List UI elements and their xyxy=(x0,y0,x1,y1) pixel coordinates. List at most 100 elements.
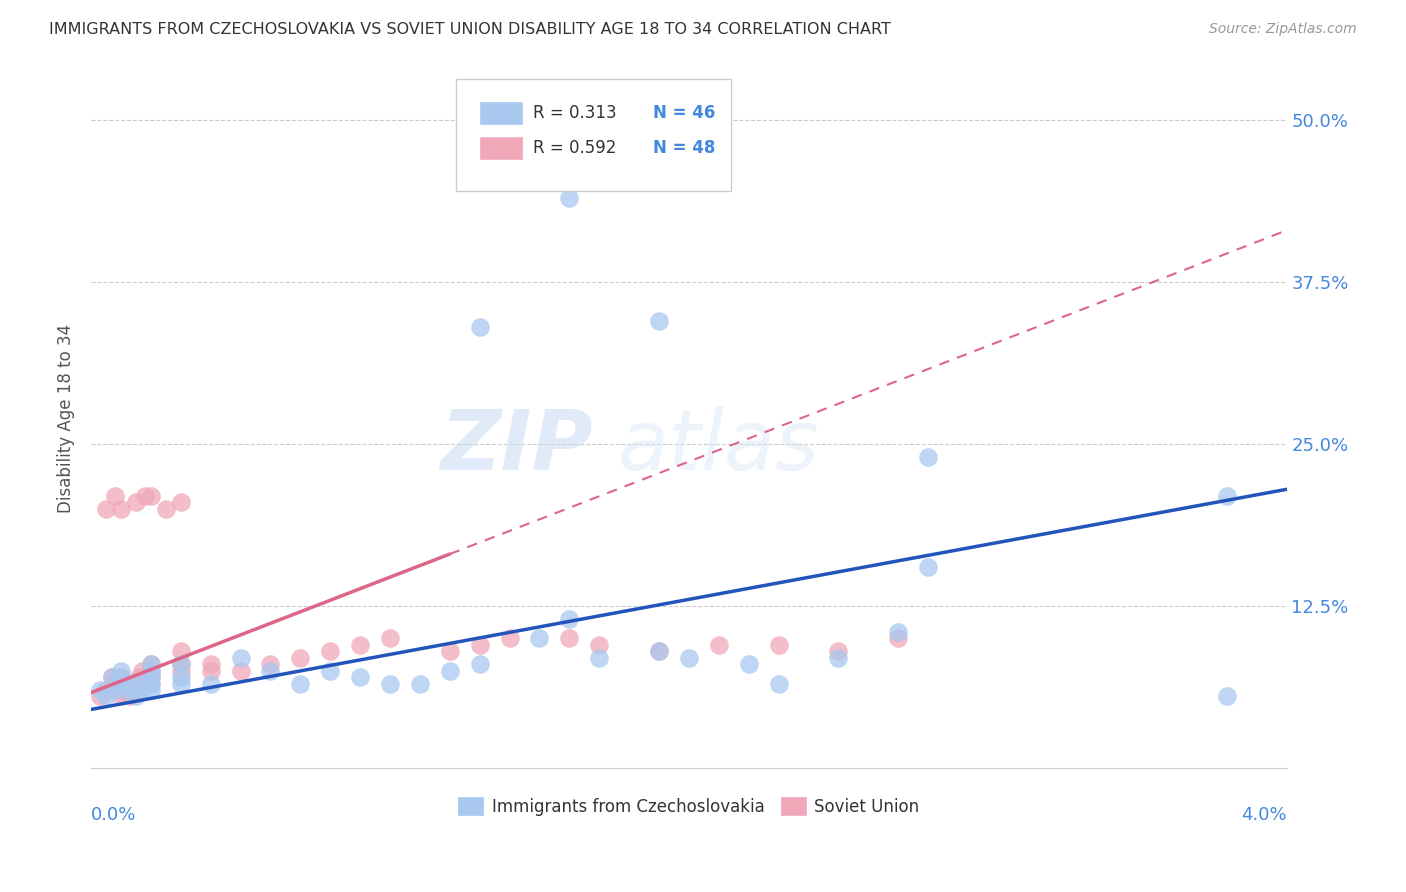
Point xyxy=(104,489,127,503)
Point xyxy=(170,670,193,684)
Point xyxy=(349,670,371,684)
Point xyxy=(94,683,117,698)
Point xyxy=(439,644,461,658)
Text: 4.0%: 4.0% xyxy=(1241,806,1286,824)
Point xyxy=(917,450,939,464)
Point xyxy=(139,657,162,672)
Point xyxy=(128,676,150,690)
Point xyxy=(229,664,252,678)
Point xyxy=(558,191,581,205)
Point xyxy=(648,644,671,658)
Point xyxy=(110,683,132,698)
Point xyxy=(139,676,162,690)
Point xyxy=(917,560,939,574)
Point xyxy=(887,624,910,639)
FancyBboxPatch shape xyxy=(456,79,731,191)
Point xyxy=(170,676,193,690)
Point xyxy=(104,683,127,698)
Point xyxy=(155,501,177,516)
Point xyxy=(468,657,491,672)
Point xyxy=(139,489,162,503)
Point xyxy=(139,664,162,678)
Point xyxy=(94,501,117,516)
Point xyxy=(125,495,148,509)
Point xyxy=(229,650,252,665)
Point xyxy=(110,676,132,690)
Point xyxy=(200,657,222,672)
Point xyxy=(139,670,162,684)
Point xyxy=(139,683,162,698)
Point xyxy=(558,631,581,645)
Point xyxy=(707,638,730,652)
Point xyxy=(125,690,148,704)
Text: 0.0%: 0.0% xyxy=(91,806,136,824)
Point xyxy=(1216,690,1239,704)
Point xyxy=(349,638,371,652)
Point xyxy=(118,676,141,690)
Point xyxy=(139,676,162,690)
Point xyxy=(319,664,342,678)
Point xyxy=(170,495,193,509)
Point xyxy=(827,650,849,665)
Point xyxy=(94,690,117,704)
Point xyxy=(648,314,671,328)
Text: IMMIGRANTS FROM CZECHOSLOVAKIA VS SOVIET UNION DISABILITY AGE 18 TO 34 CORRELATI: IMMIGRANTS FROM CZECHOSLOVAKIA VS SOVIET… xyxy=(49,22,891,37)
Text: N = 48: N = 48 xyxy=(652,138,716,156)
Text: ZIP: ZIP xyxy=(440,406,593,486)
Point xyxy=(98,683,121,698)
Point xyxy=(128,670,150,684)
Text: N = 46: N = 46 xyxy=(652,103,716,121)
Point xyxy=(110,664,132,678)
Point xyxy=(104,676,127,690)
Point xyxy=(139,664,162,678)
Point xyxy=(648,644,671,658)
Point xyxy=(170,664,193,678)
Point xyxy=(827,644,849,658)
Point xyxy=(1216,489,1239,503)
Point xyxy=(170,657,193,672)
Point xyxy=(115,676,138,690)
Bar xyxy=(479,137,522,160)
Y-axis label: Disability Age 18 to 34: Disability Age 18 to 34 xyxy=(58,324,75,513)
Bar xyxy=(479,102,522,125)
Point xyxy=(468,320,491,334)
Point xyxy=(737,657,759,672)
Point xyxy=(170,644,193,658)
Point xyxy=(110,501,132,516)
Text: Source: ZipAtlas.com: Source: ZipAtlas.com xyxy=(1209,22,1357,37)
Text: atlas: atlas xyxy=(617,406,818,486)
Point xyxy=(118,690,141,704)
Point xyxy=(134,489,156,503)
Point xyxy=(259,664,281,678)
Point xyxy=(131,664,153,678)
Point xyxy=(89,683,111,698)
Point xyxy=(468,638,491,652)
Point xyxy=(887,631,910,645)
Point xyxy=(768,676,790,690)
Point xyxy=(131,683,153,698)
Point xyxy=(89,690,111,704)
Point xyxy=(588,650,610,665)
Point xyxy=(588,638,610,652)
Point xyxy=(290,676,312,690)
Point xyxy=(139,657,162,672)
Point xyxy=(110,670,132,684)
Legend: Immigrants from Czechoslovakia, Soviet Union: Immigrants from Czechoslovakia, Soviet U… xyxy=(451,791,927,822)
Point xyxy=(200,676,222,690)
Point xyxy=(290,650,312,665)
Point xyxy=(110,676,132,690)
Point xyxy=(115,683,138,698)
Point xyxy=(409,676,432,690)
Point xyxy=(200,664,222,678)
Point xyxy=(125,676,148,690)
Text: R = 0.592: R = 0.592 xyxy=(533,138,617,156)
Point xyxy=(170,657,193,672)
Point xyxy=(378,631,401,645)
Point xyxy=(558,612,581,626)
Point xyxy=(122,683,145,698)
Point xyxy=(259,657,281,672)
Point xyxy=(139,670,162,684)
Point xyxy=(101,670,124,684)
Point xyxy=(439,664,461,678)
Text: R = 0.313: R = 0.313 xyxy=(533,103,617,121)
